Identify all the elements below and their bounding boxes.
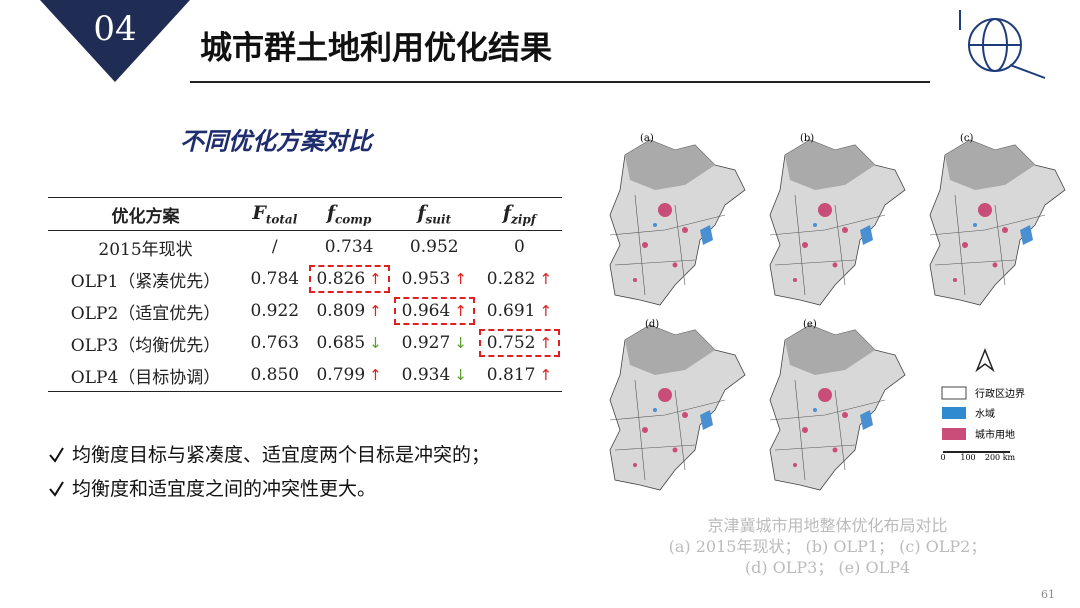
subtitle: 不同优化方案对比: [180, 127, 375, 156]
scale-label: 200 km: [985, 453, 1016, 462]
page-number: 61: [1041, 588, 1055, 601]
cell: 0.784: [250, 269, 300, 289]
text: 0.809: [316, 301, 366, 321]
cell: 0.691 ↑: [486, 301, 553, 321]
cell: OLP1（紧凑优先）: [70, 271, 221, 292]
cell: 0.964 ↑: [392, 295, 477, 327]
text: 0.817: [486, 365, 536, 385]
cell: OLP2（适宜优先）: [70, 303, 221, 324]
text: zipf: [511, 212, 536, 227]
map-label: (a): [640, 133, 654, 144]
column-header: 优化方案: [111, 206, 180, 227]
map-label: (d): [645, 319, 659, 330]
cell: 0.826 ↑: [307, 263, 392, 295]
cell: 0.734: [324, 237, 374, 257]
cell: 0.952: [409, 237, 459, 257]
text: 0.752: [486, 333, 536, 353]
caption: 京津冀城市用地整体优化布局对比: [707, 516, 948, 535]
cell: /: [271, 237, 278, 257]
cell: 2015年现状: [98, 239, 193, 260]
cell: 0: [514, 237, 525, 257]
cell: 0.927 ↓: [401, 333, 467, 353]
text: suit: [425, 212, 452, 227]
cell: 0.953 ↑: [401, 269, 467, 289]
text: f: [502, 201, 512, 224]
text: 0.964: [401, 301, 451, 321]
scale-label: 100: [960, 453, 975, 462]
cell: 0.817 ↑: [486, 365, 553, 385]
column-header: Ftotal: [243, 198, 307, 231]
legend-label: 城市用地: [975, 428, 1015, 441]
slide-title: 城市群土地利用优化结果: [200, 29, 552, 67]
cell: OLP3（均衡优先）: [70, 335, 221, 356]
caption: (d) OLP3； (e) OLP4: [744, 558, 911, 577]
section-number: 04: [93, 9, 136, 49]
bullet: 均衡度和适宜度之间的冲突性更大。: [72, 478, 377, 500]
cell: 0.685 ↓: [316, 333, 382, 353]
cell: 0.922: [250, 301, 300, 321]
map-label: (e): [803, 319, 817, 330]
text: F: [252, 201, 266, 224]
bullet: 均衡度目标与紧凑度、适宜度两个目标是冲突的；: [72, 444, 491, 466]
cell: 0.763: [250, 333, 300, 353]
text: 0.927: [401, 333, 451, 353]
column-header: fcomp: [307, 198, 392, 231]
cell: 0.809 ↑: [316, 301, 382, 321]
scale-label: 0: [940, 453, 945, 462]
text: f: [417, 201, 426, 224]
cell: 0.282 ↑: [486, 269, 553, 289]
legend-label: 水域: [975, 407, 995, 420]
map-label: (b): [800, 133, 814, 144]
cell: 0.934 ↓: [401, 365, 467, 385]
cell: 0.752 ↑: [477, 327, 562, 359]
comparison-table: 优化方案 Ftotal fcomp fsuit fzipf 2015年现状/0.…: [48, 197, 562, 392]
text: comp: [335, 212, 372, 227]
legend-label: 行政区边界: [975, 387, 1025, 400]
text: 0.691: [486, 301, 536, 321]
text: 0.934: [401, 365, 451, 385]
text: 0.685: [316, 333, 366, 353]
cell: 0.799 ↑: [316, 365, 382, 385]
column-header: fsuit: [392, 198, 477, 231]
text: f: [326, 201, 335, 224]
text: 0.953: [401, 269, 451, 289]
text: 0.282: [486, 269, 536, 289]
cell: 0.850: [250, 365, 300, 385]
text: total: [265, 212, 298, 227]
cell: OLP4（目标协调）: [70, 367, 221, 388]
caption: (a) 2015年现状； (b) OLP1； (c) OLP2；: [668, 537, 987, 556]
text: 0.799: [316, 365, 366, 385]
text: 0.826: [316, 269, 366, 289]
column-header: fzipf: [477, 198, 562, 231]
map-label: (c): [960, 133, 974, 144]
